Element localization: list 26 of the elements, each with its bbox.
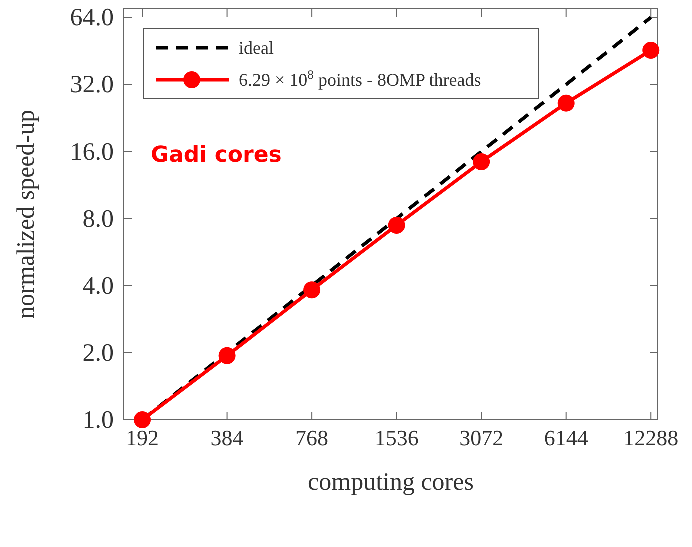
x-axis-title: computing cores xyxy=(308,469,474,496)
x-tick-label: 1536 xyxy=(374,426,419,451)
x-tick-label: 6144 xyxy=(544,426,588,451)
point xyxy=(218,347,236,364)
y-tick-label: 8.0 xyxy=(82,206,114,233)
point xyxy=(558,94,575,112)
y-tick-label: 2.0 xyxy=(82,340,114,367)
y-axis-title: normalized speed-up xyxy=(13,110,40,319)
point xyxy=(388,216,406,234)
legend-label: ideal xyxy=(239,38,274,58)
point xyxy=(642,42,660,59)
y-tick-label: 16.0 xyxy=(70,138,114,166)
x-tick-label: 12288 xyxy=(624,426,679,451)
point xyxy=(304,282,321,299)
point xyxy=(473,153,490,170)
y-tick-label: 1.0 xyxy=(82,407,114,434)
x-tick-label: 3072 xyxy=(460,426,504,451)
y-tick-label: 32.0 xyxy=(70,72,114,99)
point xyxy=(134,412,152,428)
y-tick-label: 64.0 xyxy=(70,4,114,32)
x-tick-label: 384 xyxy=(210,426,244,451)
legend-label: 6.29 × 10$^{8}$ points - 8OMP threads xyxy=(239,68,482,90)
x-tick-label: 192 xyxy=(126,426,160,451)
annotation: Gadi cores xyxy=(151,143,282,168)
x-tick-label: 768 xyxy=(296,426,329,451)
y-tick-label: 4.0 xyxy=(82,272,114,300)
